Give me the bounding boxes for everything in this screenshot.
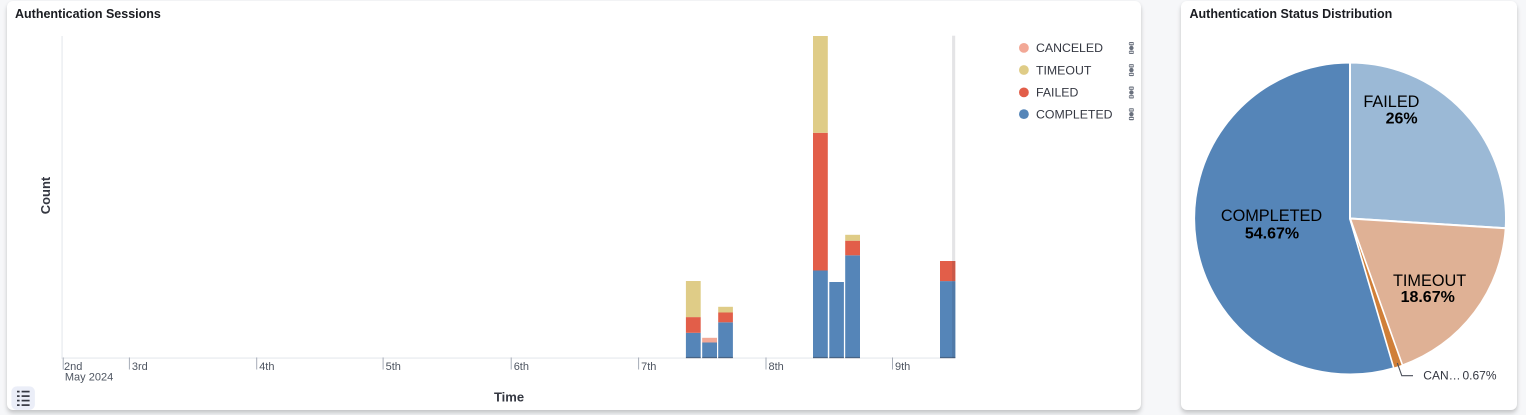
svg-text:54.67%: 54.67% bbox=[1245, 225, 1299, 242]
svg-text:6th: 6th bbox=[514, 361, 529, 373]
svg-text:TIMEOUT: TIMEOUT bbox=[1036, 63, 1092, 77]
svg-text:Time: Time bbox=[494, 390, 524, 405]
svg-text:CANCELED: CANCELED bbox=[1036, 41, 1103, 55]
svg-text:8th: 8th bbox=[769, 361, 784, 373]
svg-text:7th: 7th bbox=[641, 361, 656, 373]
svg-text:3rd: 3rd bbox=[132, 361, 148, 373]
svg-text:9th: 9th bbox=[895, 361, 910, 373]
svg-text:Count: Count bbox=[38, 176, 53, 214]
svg-text:TIMEOUT: TIMEOUT bbox=[1393, 272, 1466, 290]
svg-text:FAILED: FAILED bbox=[1363, 93, 1419, 111]
svg-text:18.67%: 18.67% bbox=[1401, 289, 1455, 306]
svg-text:CAN…: CAN… bbox=[1423, 369, 1460, 383]
svg-text:4th: 4th bbox=[259, 361, 274, 373]
svg-text:May 2024: May 2024 bbox=[65, 371, 113, 383]
svg-text:0.67%: 0.67% bbox=[1463, 369, 1497, 383]
svg-text:FAILED: FAILED bbox=[1036, 86, 1078, 100]
svg-text:26%: 26% bbox=[1386, 111, 1418, 128]
svg-text:COMPLETED: COMPLETED bbox=[1221, 207, 1322, 225]
svg-text:5th: 5th bbox=[386, 361, 401, 373]
svg-text:COMPLETED: COMPLETED bbox=[1036, 107, 1113, 121]
svg-text:2nd: 2nd bbox=[64, 361, 82, 373]
